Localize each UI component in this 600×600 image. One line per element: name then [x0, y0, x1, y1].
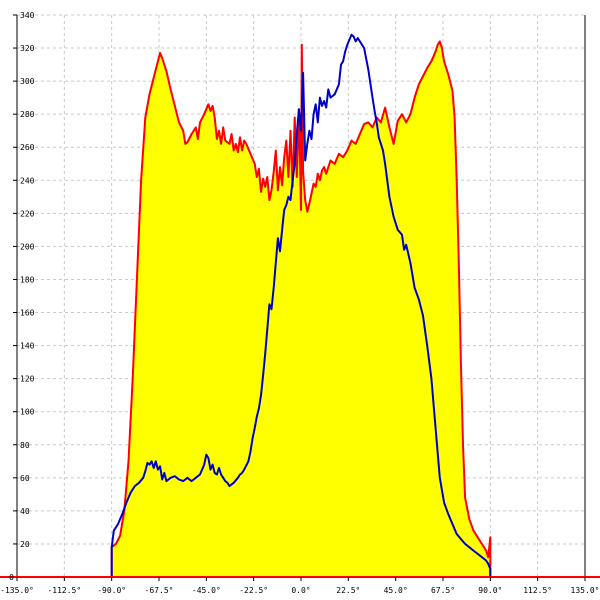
axes [0, 14, 600, 581]
series-2-line [110, 33, 492, 577]
x-tick-label: -67.5° [145, 586, 174, 595]
series-layer [110, 33, 492, 577]
y-tick-label: 120 [20, 375, 35, 384]
x-tick-label: -22.5° [239, 586, 268, 595]
x-tick-label: 112.5° [523, 586, 552, 595]
y-tick-label: 80 [20, 441, 30, 450]
y-tick-label: 200 [20, 242, 35, 251]
x-tick-label: 45.0° [384, 586, 408, 595]
x-tick-label: 22.5° [336, 586, 360, 595]
y-tick-label: 20 [20, 540, 30, 549]
x-tick-label: -45.0° [192, 586, 221, 595]
y-tick-label: 40 [20, 507, 30, 516]
y-tick-label: 100 [20, 408, 35, 417]
y-tick-label-zero: 0 [9, 573, 14, 582]
y-tick-label: 340 [20, 11, 35, 20]
y-tick-label: 280 [20, 110, 35, 119]
y-tick-label: 140 [20, 342, 35, 351]
y-tick-label: 320 [20, 44, 35, 53]
y-tick-label: 240 [20, 176, 35, 185]
y-tick-label: 160 [20, 309, 35, 318]
y-tick-label: 60 [20, 474, 30, 483]
x-tick-label: -135.0° [0, 586, 34, 595]
x-tick-label: 0.0° [291, 586, 310, 595]
y-tick-label: 300 [20, 77, 35, 86]
y-tick-label: 180 [20, 275, 35, 284]
x-tick-label: 67.5° [431, 586, 455, 595]
x-tick-label: -90.0° [97, 586, 126, 595]
y-tick-label: 220 [20, 209, 35, 218]
series-1-area [111, 41, 491, 577]
x-tick-label: -112.5° [47, 586, 81, 595]
x-tick-label: 90.0° [478, 586, 502, 595]
x-tick-label: 135.0° [571, 586, 600, 595]
y-tick-label: 260 [20, 143, 35, 152]
tick-labels: 20 40 60 80 100 120 140 160 180 200 220 240 260 280 30… [0, 11, 599, 595]
